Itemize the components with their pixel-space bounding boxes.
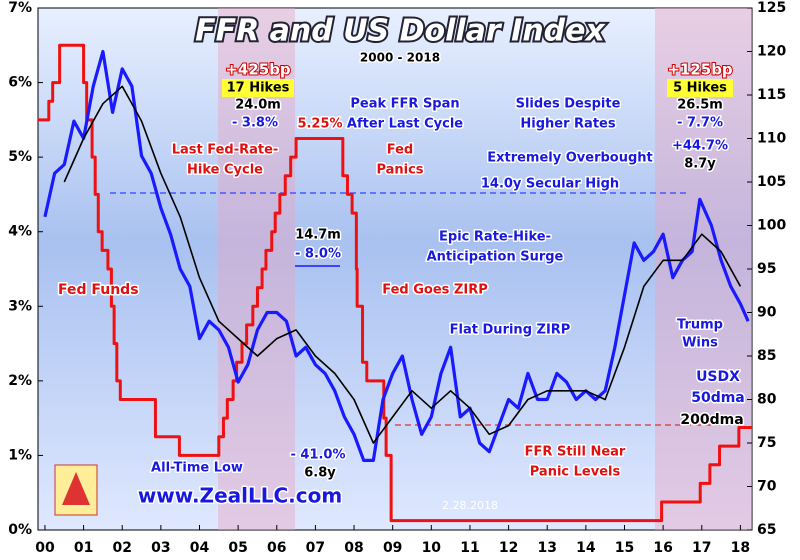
annotation: - 41.0% xyxy=(290,448,345,463)
logo-mark xyxy=(62,472,90,505)
x-tick-label: 18 xyxy=(731,540,750,556)
x-tick-label: 01 xyxy=(74,540,93,556)
y2-tick-label: 115 xyxy=(757,87,786,103)
annotation: 6.8y xyxy=(304,466,336,481)
annotation: Panics xyxy=(376,163,423,178)
annotation: Last Fed-Rate- xyxy=(172,143,279,158)
annotation: Extremely Overbought xyxy=(487,151,653,166)
y2-tick-label: 105 xyxy=(757,174,786,190)
x-tick-label: 16 xyxy=(653,540,672,556)
x-tick-label: 10 xyxy=(422,540,442,556)
annotation: +44.7% xyxy=(672,139,728,154)
y-tick-label: 6% xyxy=(8,75,32,91)
y-tick-label: 3% xyxy=(8,298,32,314)
annotation: Fed Goes ZIRP xyxy=(382,283,488,298)
y-tick-label: 4% xyxy=(8,224,32,240)
annotation: 14.7m xyxy=(295,228,341,243)
y2-tick-label: 110 xyxy=(757,131,786,147)
y2-tick-label: 120 xyxy=(757,44,786,60)
x-tick-label: 11 xyxy=(460,540,479,556)
y-tick-label: 0% xyxy=(8,522,32,538)
y2-tick-label: 90 xyxy=(757,305,777,321)
annotation: 5.25% xyxy=(297,117,342,132)
series-label: 200dma xyxy=(680,412,743,428)
series-label: USDX xyxy=(696,369,740,385)
annotation: 24.0m xyxy=(235,98,281,113)
x-tick-label: 12 xyxy=(499,540,518,556)
annotation: +125bp xyxy=(667,61,733,79)
series-line xyxy=(43,49,750,462)
x-tick-label: 06 xyxy=(267,540,286,556)
y2-tick-label: 70 xyxy=(757,479,777,495)
y2-tick-label: 125 xyxy=(757,0,786,16)
annotation: FFR Still Near xyxy=(525,445,626,460)
series-line xyxy=(38,43,752,523)
annotation: After Last Cycle xyxy=(347,117,463,132)
annotation: - 7.7% xyxy=(677,116,723,131)
chart-subtitle: 2000 - 2018 xyxy=(360,51,440,65)
annotation: Hike Cycle xyxy=(187,163,263,178)
x-tick-label: 02 xyxy=(112,540,131,556)
annotation: Epic Rate-Hike- xyxy=(439,230,551,245)
x-tick-label: 14 xyxy=(576,540,596,556)
date-stamp: 2.28.2018 xyxy=(442,499,498,512)
x-tick-label: 08 xyxy=(344,540,363,556)
x-tick-label: 04 xyxy=(190,540,210,556)
marks xyxy=(38,43,752,523)
annotation: Wins xyxy=(682,336,718,351)
highlight xyxy=(667,79,733,97)
chart-title: FFR and US Dollar Index xyxy=(195,14,606,49)
x-tick-label: 17 xyxy=(692,540,711,556)
series-label: Fed Funds xyxy=(58,282,139,298)
annotation: - 8.0% xyxy=(295,247,341,262)
x-tick-label: 13 xyxy=(537,540,556,556)
series-line xyxy=(63,85,742,444)
annotation: 8.7y xyxy=(684,157,716,172)
x-tick-label: 07 xyxy=(306,540,325,556)
y2-tick-label: 75 xyxy=(757,435,776,451)
annotations: FFR and US Dollar Index 2000 - 2018 +425… xyxy=(54,12,746,516)
plot-area xyxy=(37,7,753,531)
x-tick-label: 00 xyxy=(35,540,55,556)
y2-tick-label: 100 xyxy=(757,218,786,234)
annotation: All-Time Low xyxy=(151,461,243,476)
annotation: Panic Levels xyxy=(530,465,621,480)
y-tick-label: 5% xyxy=(8,149,32,165)
x-tick-label: 05 xyxy=(228,540,247,556)
annotation: Flat During ZIRP xyxy=(450,323,571,338)
annotation: +425bp xyxy=(225,61,291,79)
annotation: - 3.8% xyxy=(232,116,278,131)
highlight xyxy=(222,79,294,97)
website: www.ZealLLC.com xyxy=(138,484,342,508)
annotation: Higher Rates xyxy=(520,117,615,132)
annotation: 14.0y Secular High xyxy=(481,177,619,192)
y-tick-label: 7% xyxy=(8,0,32,16)
y2-tick-label: 80 xyxy=(757,392,777,408)
y-tick-label: 2% xyxy=(8,373,32,389)
annotation: 26.5m xyxy=(677,98,723,113)
x-tick-label: 03 xyxy=(151,540,170,556)
annotation: 17 Hikes xyxy=(227,81,290,96)
annotation: Trump xyxy=(677,318,723,333)
y2-tick-label: 85 xyxy=(757,348,776,364)
x-tick-label: 15 xyxy=(615,540,634,556)
annotation: Anticipation Surge xyxy=(427,250,564,265)
annotation: Peak FFR Span xyxy=(350,97,459,112)
annotation: 50dma xyxy=(691,390,745,406)
x-tick-label: 09 xyxy=(383,540,402,556)
y2-tick-label: 95 xyxy=(757,261,776,277)
y-tick-label: 1% xyxy=(8,447,32,463)
annotation: Slides Despite xyxy=(516,97,621,112)
y2-tick-label: 65 xyxy=(757,522,776,538)
annotation: 5 Hikes xyxy=(673,81,727,96)
annotation: Fed xyxy=(387,143,413,158)
